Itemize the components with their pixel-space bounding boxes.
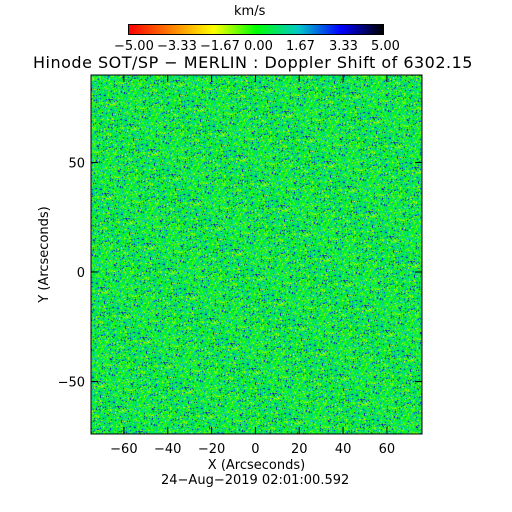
y-axis-label: Y (Arcseconds)	[37, 206, 52, 303]
colorbar-tick-label: −5.00	[114, 39, 154, 54]
x-tick-label: 60	[379, 442, 396, 457]
x-tick-label: 40	[335, 442, 352, 457]
observation-date: 24−Aug−2019 02:01:00.592	[161, 473, 350, 488]
colorbar-tick-label: −1.67	[200, 39, 240, 54]
doppler-map	[91, 75, 422, 434]
x-tick-label: 20	[291, 442, 308, 457]
y-tick-label: 50	[68, 157, 85, 172]
colorbar-tick-label: 0.00	[244, 39, 273, 54]
x-tick-label: −20	[198, 442, 225, 457]
x-axis-label: X (Arcseconds)	[208, 458, 305, 473]
colorbar	[128, 24, 384, 35]
colorbar-tick-label: −3.33	[157, 39, 197, 54]
plot-title: Hinode SOT/SP − MERLIN : Doppler Shift o…	[33, 53, 473, 72]
axes-box	[90, 74, 423, 435]
colorbar-tick-label: 5.00	[371, 39, 400, 54]
colorbar-tick-label: 3.33	[329, 39, 358, 54]
x-tick-label: −60	[110, 442, 137, 457]
colorbar-tick-label: 1.67	[286, 39, 315, 54]
y-tick-label: −50	[58, 375, 85, 390]
y-tick-label: 0	[77, 266, 85, 281]
x-tick-label: −40	[154, 442, 181, 457]
colorbar-unit: km/s	[234, 4, 266, 19]
x-tick-label: 0	[251, 442, 259, 457]
